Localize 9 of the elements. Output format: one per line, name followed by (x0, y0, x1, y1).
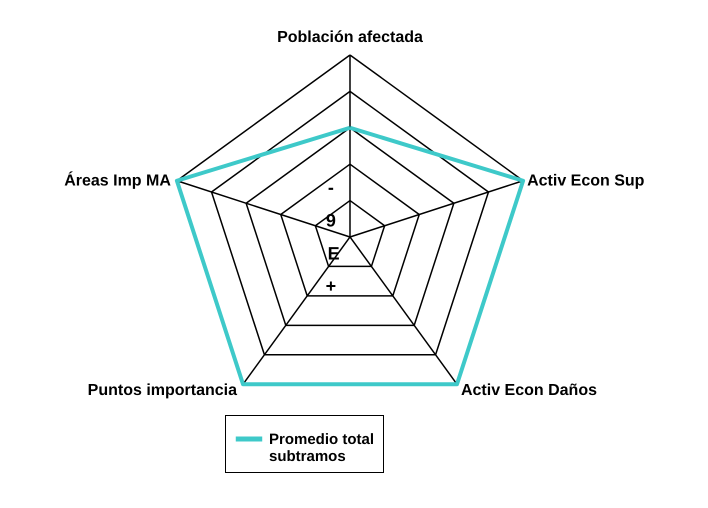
text: E (328, 243, 340, 264)
legend-label: Promedio total subtramos (269, 431, 374, 465)
spoke-label: Puntos importancia (88, 382, 238, 400)
spoke-label: Población afectada (277, 28, 424, 46)
text: - (328, 178, 334, 198)
spoke-label: Activ Econ Sup (527, 172, 645, 190)
spoke-label: Activ Econ Daños (460, 382, 598, 400)
spoke-label: Áreas Imp MA (64, 170, 172, 190)
text: + (326, 276, 336, 296)
